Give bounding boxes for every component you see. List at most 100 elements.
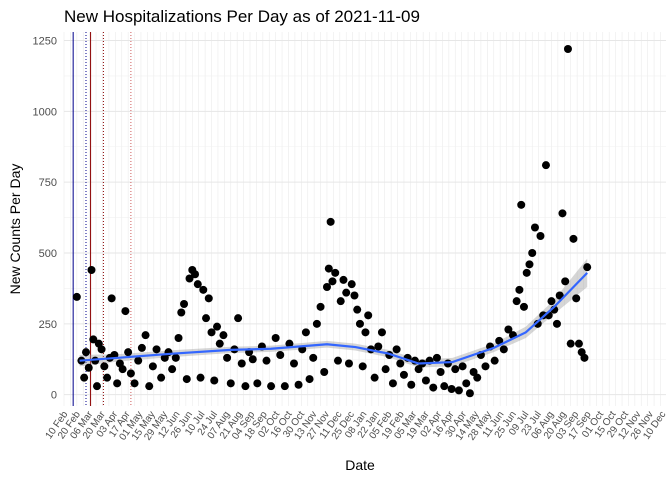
data-point	[530, 223, 539, 232]
data-point	[180, 300, 189, 308]
data-point	[320, 368, 329, 376]
data-point	[462, 379, 471, 388]
data-point	[440, 382, 449, 391]
data-point	[80, 373, 89, 382]
data-point	[253, 379, 262, 388]
data-point	[566, 339, 575, 348]
data-point	[171, 353, 180, 362]
data-point	[199, 285, 208, 294]
data-point	[237, 359, 246, 368]
data-point	[364, 311, 373, 320]
data-point	[473, 373, 482, 382]
data-point	[241, 382, 250, 391]
data-point	[388, 379, 397, 388]
data-point	[517, 200, 526, 209]
data-point	[202, 314, 211, 323]
data-point	[519, 302, 528, 311]
chart-title: New Hospitalizations Per Day as of 2021-…	[64, 7, 420, 26]
data-point	[499, 345, 508, 354]
data-point	[148, 362, 157, 371]
data-point	[392, 345, 401, 354]
data-point	[558, 209, 567, 218]
data-point	[134, 356, 143, 365]
data-point	[528, 249, 537, 257]
data-point	[358, 362, 367, 371]
data-point	[72, 292, 81, 301]
data-point	[414, 365, 423, 374]
data-point	[191, 270, 200, 279]
data-point	[555, 291, 564, 300]
data-point	[561, 277, 570, 286]
data-point	[81, 348, 90, 357]
data-point	[84, 363, 93, 372]
data-point	[347, 280, 356, 289]
data-point	[490, 356, 499, 365]
data-point	[563, 45, 572, 53]
y-tick-label: 750	[39, 177, 57, 189]
data-point	[267, 382, 276, 391]
data-point	[234, 314, 243, 323]
data-point	[333, 356, 342, 365]
data-point	[103, 373, 112, 382]
data-point	[432, 353, 441, 362]
data-point	[177, 308, 186, 317]
data-point	[374, 342, 383, 351]
data-point	[207, 328, 216, 337]
data-point	[223, 353, 232, 362]
data-point	[447, 385, 456, 393]
y-axis-title: New Counts Per Day	[7, 164, 23, 295]
data-point	[126, 369, 135, 378]
data-point	[87, 266, 96, 274]
x-axis-title: Date	[345, 457, 375, 473]
smooth-trend-line	[79, 272, 588, 365]
data-point	[89, 335, 98, 344]
data-point	[204, 294, 213, 303]
data-point	[451, 365, 460, 374]
data-point	[213, 322, 222, 331]
data-point	[399, 370, 408, 379]
data-point	[285, 339, 294, 348]
data-point	[572, 294, 581, 303]
data-point	[137, 343, 146, 352]
data-point	[574, 339, 583, 348]
data-point	[458, 362, 467, 371]
data-point	[454, 386, 463, 395]
data-point	[196, 373, 205, 382]
data-point	[465, 389, 474, 398]
data-point	[522, 268, 531, 277]
data-point	[182, 375, 191, 384]
data-point	[396, 359, 405, 368]
data-point	[215, 339, 224, 348]
data-point	[495, 336, 504, 345]
data-point	[407, 380, 416, 389]
data-point	[336, 297, 345, 306]
data-point	[443, 359, 452, 368]
data-point	[107, 294, 116, 303]
data-point	[504, 325, 513, 334]
data-point	[541, 161, 550, 170]
data-point	[469, 368, 478, 376]
data-point	[328, 277, 337, 286]
data-point	[193, 280, 202, 289]
data-point	[121, 307, 130, 316]
data-point	[355, 319, 364, 328]
data-point	[130, 379, 139, 388]
data-point	[141, 331, 150, 340]
data-point	[322, 283, 331, 291]
data-point	[547, 297, 556, 306]
data-point	[312, 319, 321, 328]
data-point	[168, 365, 177, 374]
data-point	[97, 345, 106, 354]
data-point	[185, 274, 194, 283]
data-point	[219, 331, 228, 340]
data-point	[436, 368, 445, 376]
data-point	[248, 355, 257, 364]
data-point	[289, 359, 298, 368]
data-point	[481, 362, 490, 371]
data-point	[326, 217, 335, 226]
data-point	[552, 319, 561, 328]
data-point	[339, 275, 348, 284]
data-point	[157, 373, 166, 382]
